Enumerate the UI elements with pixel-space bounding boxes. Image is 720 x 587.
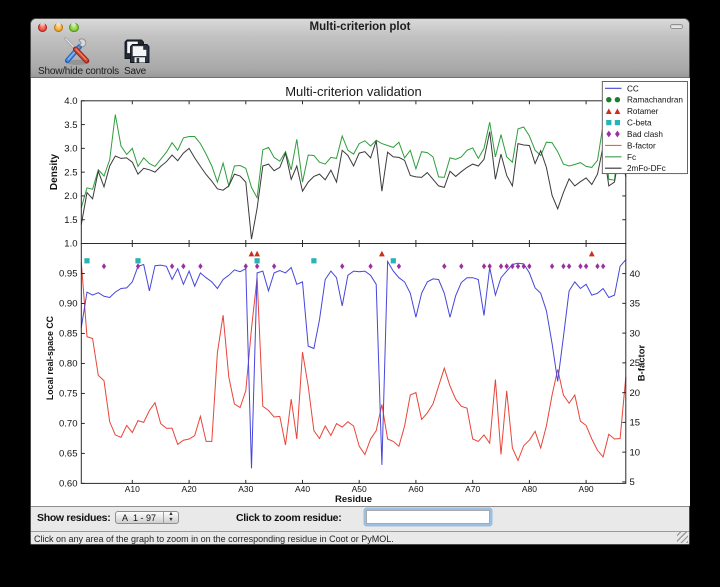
svg-text:2mFo-DFc: 2mFo-DFc <box>627 164 666 173</box>
svg-text:2.0: 2.0 <box>64 191 77 202</box>
svg-text:20: 20 <box>629 388 640 399</box>
svg-text:A10: A10 <box>124 484 139 494</box>
svg-text:0.65: 0.65 <box>59 449 78 460</box>
svg-text:35: 35 <box>629 299 640 310</box>
svg-text:5: 5 <box>629 477 634 488</box>
svg-text:0.75: 0.75 <box>59 389 78 400</box>
svg-text:0.80: 0.80 <box>59 359 78 370</box>
svg-text:Residue: Residue <box>335 494 372 505</box>
svg-text:B-factor: B-factor <box>627 141 656 150</box>
svg-text:Fc: Fc <box>627 153 636 162</box>
svg-text:40: 40 <box>629 269 640 280</box>
svg-text:Ramachandran: Ramachandran <box>627 96 683 105</box>
svg-text:15: 15 <box>629 418 640 429</box>
svg-text:0.85: 0.85 <box>59 329 78 340</box>
svg-text:Multi-criterion validation: Multi-criterion validation <box>285 84 422 99</box>
svg-text:2.5: 2.5 <box>64 167 77 178</box>
svg-text:A90: A90 <box>578 484 593 494</box>
svg-text:10: 10 <box>629 447 640 458</box>
svg-text:25: 25 <box>629 358 640 369</box>
svg-text:0.60: 0.60 <box>59 479 78 490</box>
svg-text:0.95: 0.95 <box>59 269 78 280</box>
svg-text:A30: A30 <box>238 484 253 494</box>
svg-text:A50: A50 <box>351 484 366 494</box>
svg-text:4.0: 4.0 <box>64 96 77 107</box>
svg-text:A40: A40 <box>294 484 309 494</box>
svg-text:CC: CC <box>627 84 639 93</box>
svg-text:A70: A70 <box>465 484 480 494</box>
svg-text:30: 30 <box>629 328 640 339</box>
svg-text:A80: A80 <box>521 484 536 494</box>
svg-text:1.5: 1.5 <box>64 215 77 226</box>
svg-text:Density: Density <box>49 154 60 191</box>
svg-text:Local real-space CC: Local real-space CC <box>45 315 55 400</box>
svg-text:Bad clash: Bad clash <box>627 130 663 139</box>
svg-text:0.90: 0.90 <box>59 299 78 310</box>
svg-text:3.5: 3.5 <box>64 120 77 131</box>
svg-text:B-factor: B-factor <box>636 344 647 381</box>
svg-text:1.0: 1.0 <box>64 239 77 250</box>
svg-text:A20: A20 <box>181 484 196 494</box>
svg-text:C-beta: C-beta <box>627 119 652 128</box>
svg-text:3.0: 3.0 <box>64 144 77 155</box>
svg-text:Rotamer: Rotamer <box>627 107 659 116</box>
svg-text:0.70: 0.70 <box>59 419 78 430</box>
svg-text:A60: A60 <box>408 484 423 494</box>
